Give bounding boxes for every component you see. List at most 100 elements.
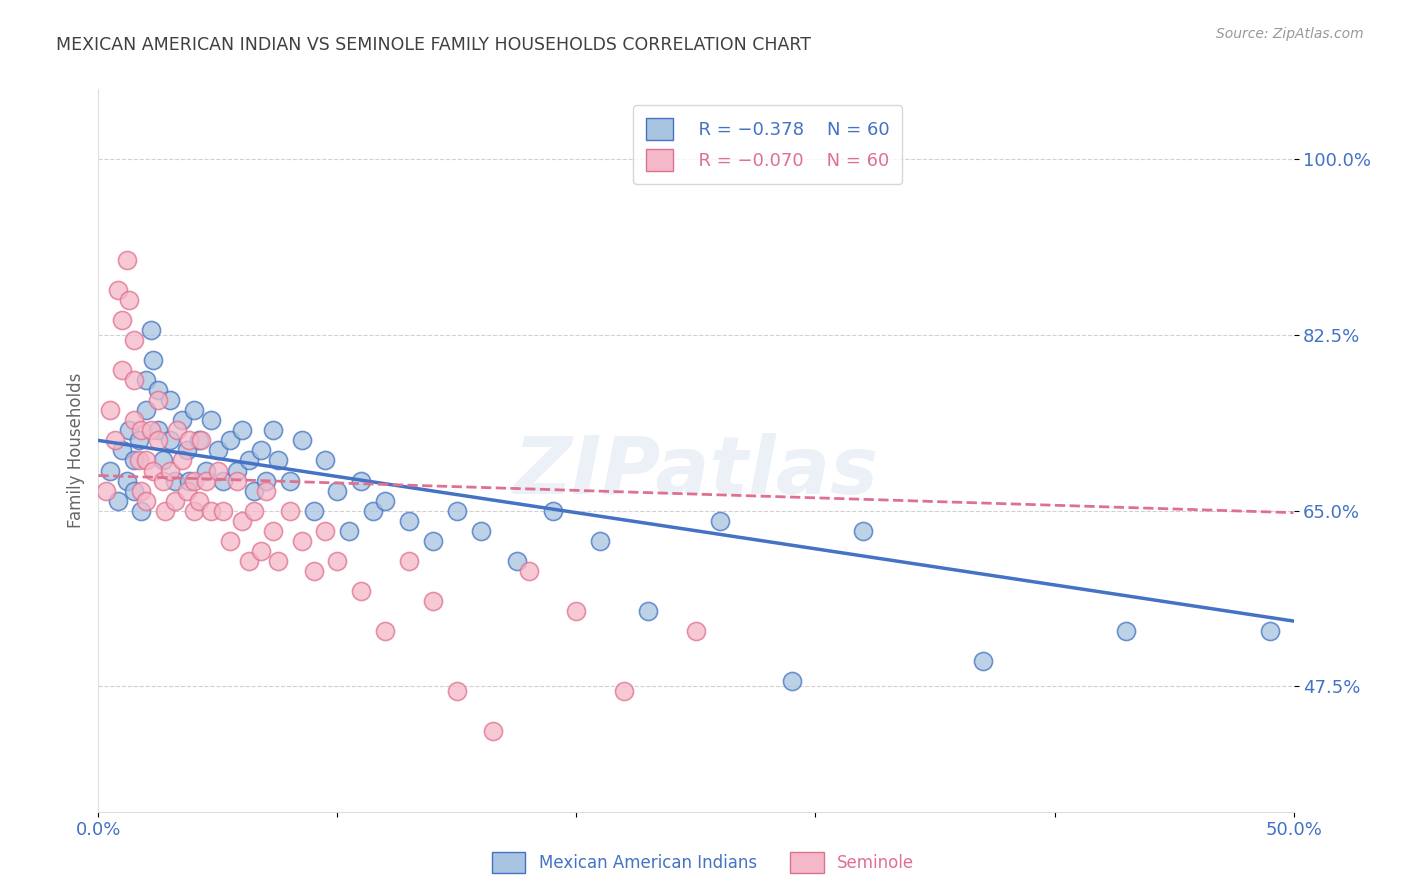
Point bbox=[219, 533, 242, 548]
Point bbox=[128, 453, 150, 467]
Point bbox=[637, 604, 659, 618]
Point bbox=[211, 474, 233, 488]
Point bbox=[254, 474, 277, 488]
Point bbox=[179, 434, 201, 448]
Point bbox=[152, 474, 174, 488]
Point bbox=[131, 483, 153, 498]
Point bbox=[1258, 624, 1281, 639]
Point bbox=[195, 474, 218, 488]
Point bbox=[148, 434, 170, 448]
Point bbox=[211, 503, 233, 517]
Point bbox=[238, 554, 260, 568]
Point bbox=[326, 554, 349, 568]
Point bbox=[685, 624, 707, 639]
Point bbox=[541, 503, 564, 517]
Point bbox=[374, 493, 396, 508]
Point bbox=[709, 514, 731, 528]
Point bbox=[163, 493, 186, 508]
Point bbox=[278, 474, 301, 488]
Point bbox=[972, 654, 994, 668]
Point bbox=[107, 283, 129, 297]
Point bbox=[183, 403, 205, 417]
Point bbox=[200, 503, 222, 517]
Point bbox=[231, 514, 253, 528]
Point bbox=[517, 564, 540, 578]
Point bbox=[152, 453, 174, 467]
Point bbox=[195, 464, 218, 478]
Point bbox=[254, 483, 277, 498]
Point bbox=[183, 474, 205, 488]
Point bbox=[172, 453, 194, 467]
Point bbox=[238, 453, 260, 467]
Point bbox=[422, 533, 444, 548]
Point bbox=[262, 424, 284, 438]
Point bbox=[231, 424, 253, 438]
Point bbox=[446, 503, 468, 517]
Point bbox=[148, 384, 170, 398]
Point bbox=[135, 453, 157, 467]
Point bbox=[163, 474, 186, 488]
Point bbox=[350, 584, 373, 599]
Point bbox=[124, 373, 146, 387]
Point bbox=[176, 483, 198, 498]
Y-axis label: Family Households: Family Households bbox=[66, 373, 84, 528]
Point bbox=[142, 464, 165, 478]
Point bbox=[207, 443, 229, 458]
Point bbox=[250, 443, 273, 458]
Legend: Mexican American Indians, Seminole: Mexican American Indians, Seminole bbox=[485, 846, 921, 880]
Point bbox=[226, 464, 249, 478]
Point bbox=[94, 483, 117, 498]
Point bbox=[118, 424, 141, 438]
Point bbox=[111, 313, 134, 327]
Point bbox=[1115, 624, 1137, 639]
Point bbox=[124, 333, 146, 347]
Point bbox=[267, 453, 290, 467]
Point bbox=[278, 503, 301, 517]
Point bbox=[315, 453, 337, 467]
Point bbox=[115, 474, 138, 488]
Text: ZIPatlas: ZIPatlas bbox=[513, 434, 879, 511]
Point bbox=[124, 413, 146, 427]
Point bbox=[589, 533, 612, 548]
Point bbox=[135, 493, 157, 508]
Point bbox=[124, 453, 146, 467]
Point bbox=[179, 474, 201, 488]
Point bbox=[111, 443, 134, 458]
Point bbox=[139, 424, 162, 438]
Point bbox=[131, 424, 153, 438]
Point bbox=[111, 363, 134, 377]
Point bbox=[166, 424, 188, 438]
Point bbox=[363, 503, 385, 517]
Point bbox=[107, 493, 129, 508]
Point bbox=[506, 554, 529, 568]
Point bbox=[148, 424, 170, 438]
Point bbox=[159, 393, 181, 408]
Point bbox=[291, 533, 314, 548]
Point bbox=[226, 474, 249, 488]
Point bbox=[339, 524, 361, 538]
Point bbox=[115, 252, 138, 267]
Point bbox=[155, 503, 177, 517]
Point bbox=[159, 434, 181, 448]
Point bbox=[124, 483, 146, 498]
Point bbox=[422, 594, 444, 608]
Point bbox=[219, 434, 242, 448]
Point bbox=[104, 434, 127, 448]
Point bbox=[315, 524, 337, 538]
Point bbox=[326, 483, 349, 498]
Point bbox=[187, 493, 209, 508]
Point bbox=[128, 434, 150, 448]
Point bbox=[446, 684, 468, 698]
Point bbox=[302, 564, 325, 578]
Point bbox=[98, 464, 122, 478]
Point bbox=[139, 323, 162, 337]
Point bbox=[374, 624, 396, 639]
Point bbox=[135, 373, 157, 387]
Point bbox=[200, 413, 222, 427]
Text: Source: ZipAtlas.com: Source: ZipAtlas.com bbox=[1216, 27, 1364, 41]
Point bbox=[142, 353, 165, 368]
Point bbox=[187, 434, 209, 448]
Point bbox=[481, 724, 505, 739]
Point bbox=[118, 293, 141, 307]
Point bbox=[190, 434, 212, 448]
